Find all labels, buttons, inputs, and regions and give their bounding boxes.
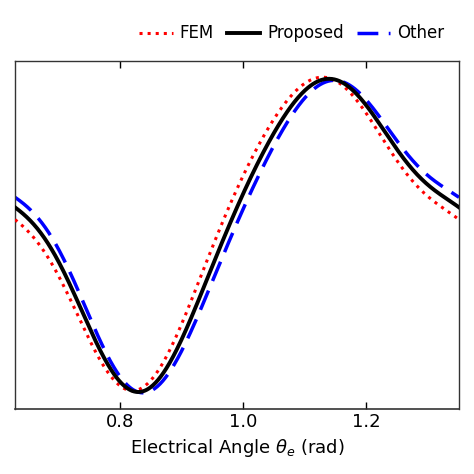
X-axis label: Electrical Angle $\theta_e$ (rad): Electrical Angle $\theta_e$ (rad): [130, 437, 344, 459]
Legend: FEM, Proposed, Other: FEM, Proposed, Other: [133, 18, 451, 49]
